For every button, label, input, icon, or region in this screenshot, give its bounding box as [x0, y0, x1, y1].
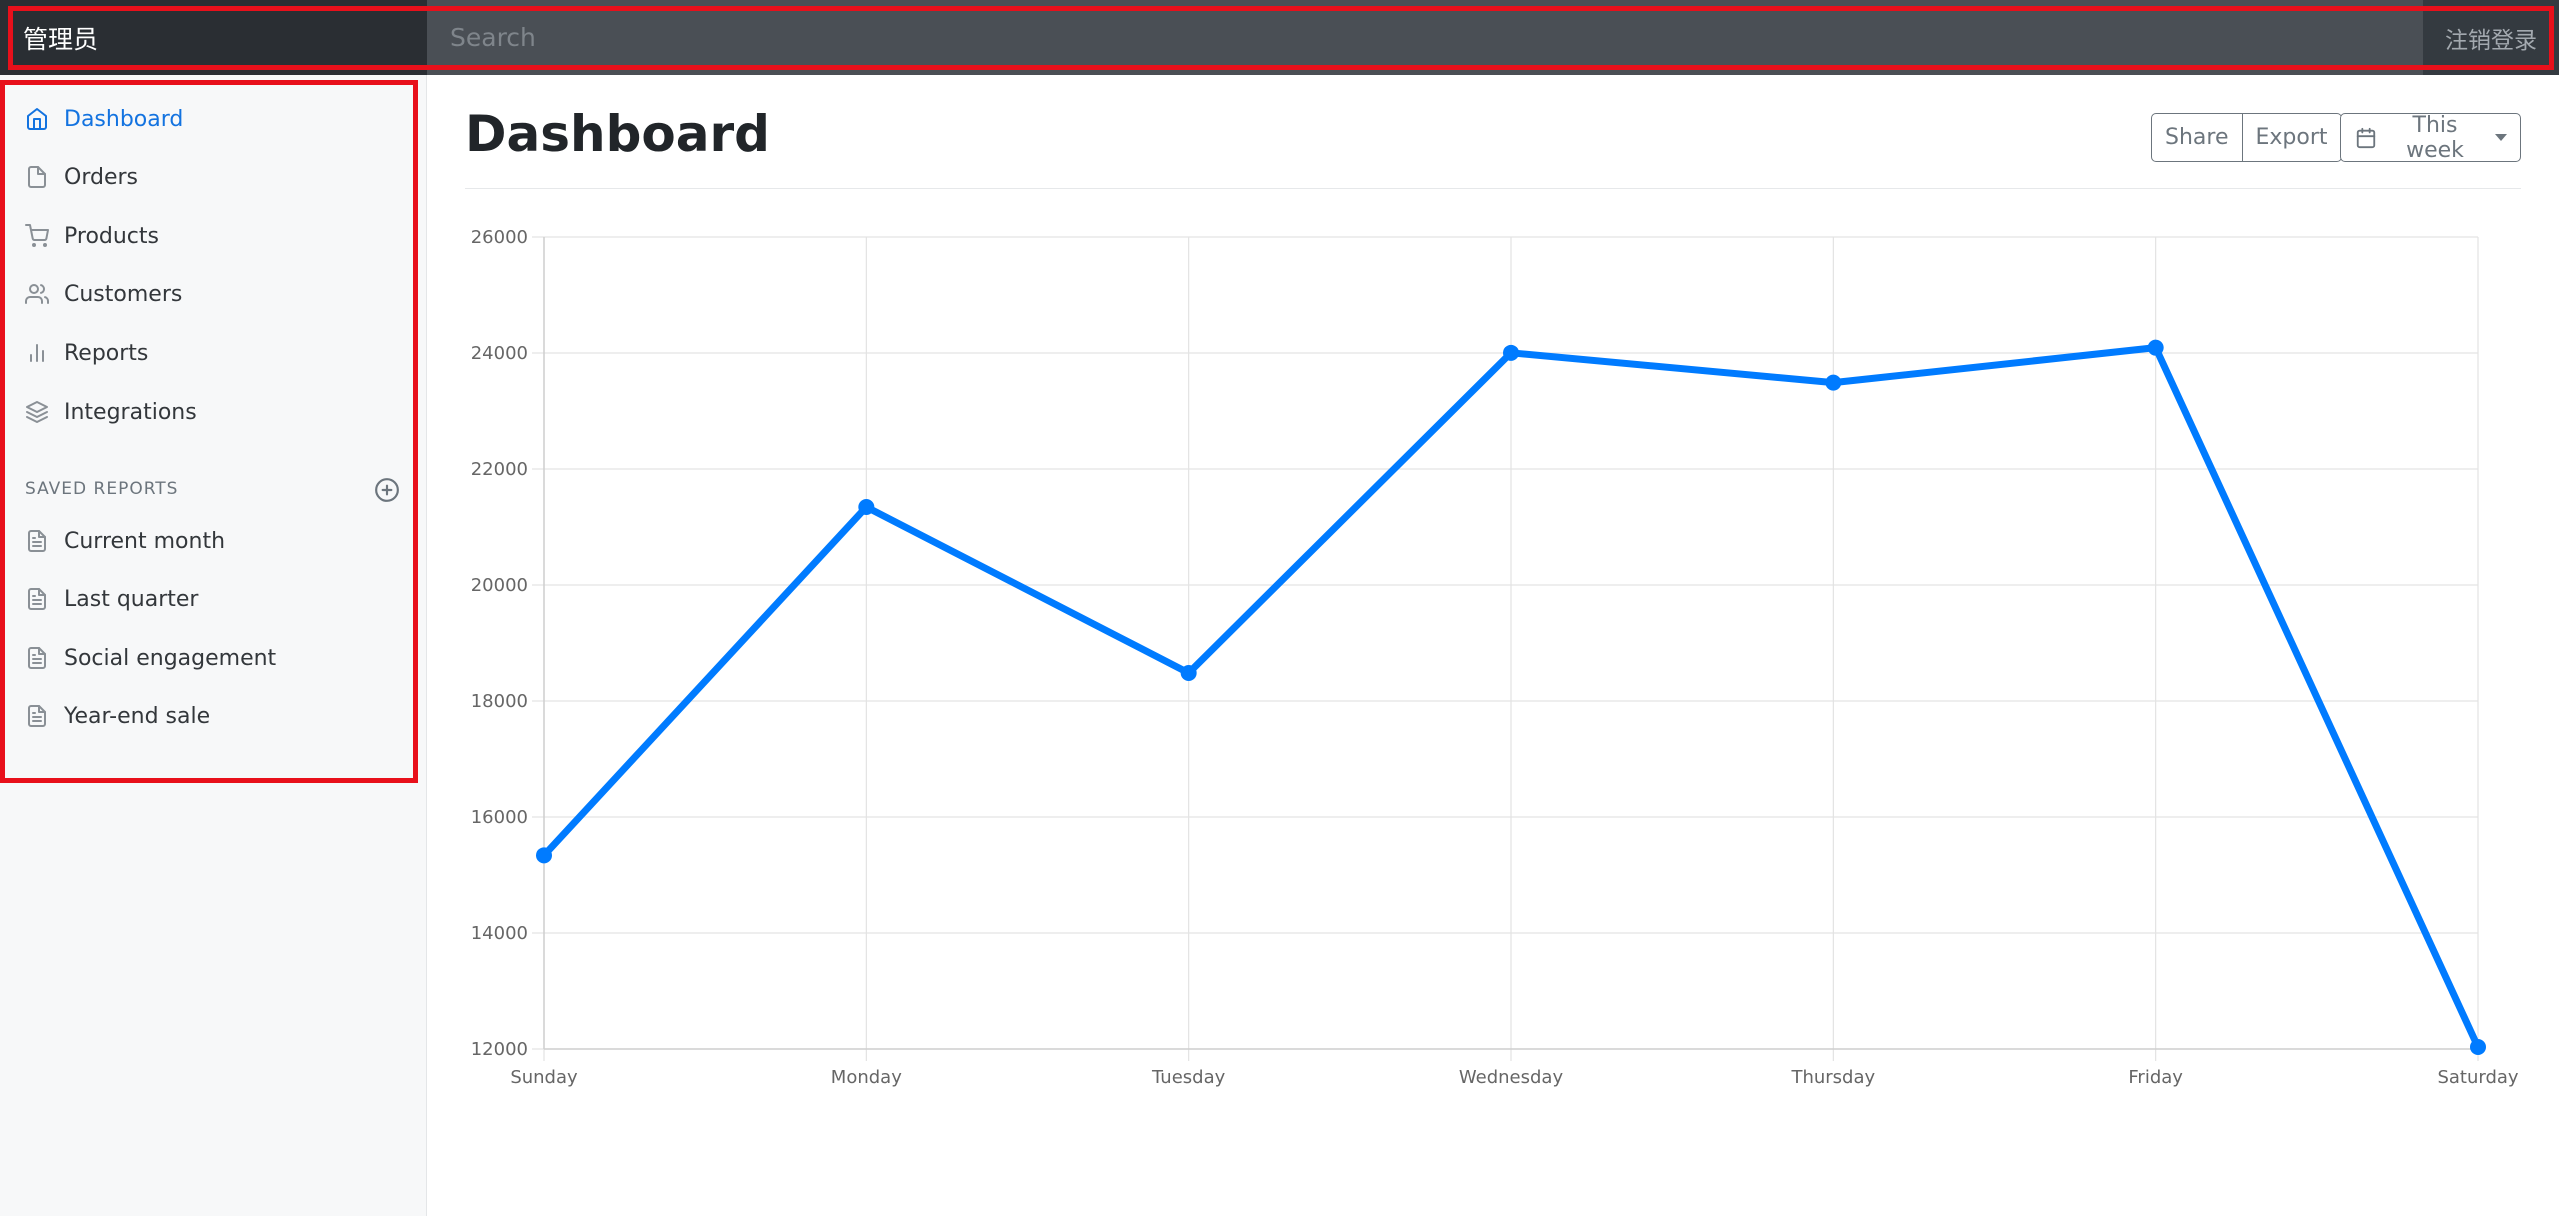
y-tick-label: 26000: [471, 227, 528, 248]
x-tick-label: Saturday: [2437, 1067, 2518, 1088]
sidebar-item-label: Reports: [64, 340, 149, 366]
page-title: Dashboard: [465, 105, 770, 163]
calendar-icon: [2355, 127, 2377, 149]
signout-link[interactable]: 注销登录: [2445, 27, 2537, 54]
shopping-cart-icon: [24, 223, 50, 249]
users-icon: [24, 281, 50, 307]
title-divider: [465, 188, 2521, 189]
saved-reports-heading: SAVED REPORTS: [25, 479, 179, 499]
layers-icon: [24, 399, 50, 425]
file-text-icon: [24, 586, 50, 612]
data-point: [536, 847, 552, 864]
sidebar-item-dashboard[interactable]: Dashboard: [24, 99, 183, 139]
top-navbar: 管理员 注销登录: [0, 0, 2559, 75]
sidebar-item-label: Products: [64, 223, 159, 249]
saved-report-label: Social engagement: [64, 645, 277, 671]
sidebar-item-integrations[interactable]: Integrations: [24, 392, 197, 432]
y-tick-label: 20000: [471, 575, 528, 596]
file-icon: [24, 164, 50, 190]
saved-report-label: Current month: [64, 528, 226, 554]
y-tick-label: 12000: [471, 1039, 528, 1060]
data-point: [858, 498, 875, 515]
brand-name[interactable]: 管理员: [0, 0, 427, 75]
bar-chart-icon: [24, 340, 50, 366]
saved-report-year-end-sale[interactable]: Year-end sale: [24, 696, 210, 736]
caret-down-icon: [2495, 134, 2507, 141]
y-tick-label: 18000: [471, 691, 528, 712]
data-point: [2470, 1039, 2486, 1056]
saved-report-label: Last quarter: [64, 586, 199, 612]
sidebar-item-label: Dashboard: [64, 106, 184, 132]
file-text-icon: [24, 703, 50, 729]
y-tick-label: 14000: [471, 923, 528, 944]
y-tick-label: 24000: [471, 343, 528, 364]
line-chart: 12000 14000 16000 18000 20000 22000 24000 26000…: [471, 227, 2519, 1088]
saved-report-social-engagement[interactable]: Social engagement: [24, 638, 276, 678]
sidebar-item-orders[interactable]: Orders: [24, 157, 138, 197]
sidebar-item-label: Integrations: [64, 399, 197, 425]
share-export-group: Share Export: [2151, 113, 2342, 162]
data-point: [1503, 344, 1519, 361]
y-tick-label: 16000: [471, 807, 528, 828]
sidebar-item-products[interactable]: Products: [24, 216, 159, 256]
x-tick-label: Wednesday: [1459, 1067, 1564, 1088]
share-button[interactable]: Share: [2151, 113, 2243, 162]
period-dropdown-button[interactable]: This week: [2340, 112, 2521, 163]
saved-report-label: Year-end sale: [64, 703, 211, 729]
x-tick-label: Monday: [831, 1067, 902, 1088]
x-tick-label: Sunday: [510, 1067, 578, 1088]
sidebar: Dashboard Orders Products Customers Repo…: [0, 75, 427, 1216]
sidebar-item-label: Orders: [64, 164, 138, 190]
saved-report-last-quarter[interactable]: Last quarter: [24, 579, 198, 619]
x-tick-label: Tuesday: [1151, 1067, 1226, 1088]
period-label: This week: [2406, 112, 2464, 163]
data-point: [1180, 664, 1197, 681]
data-point: [1825, 374, 1842, 391]
y-tick-label: 22000: [471, 459, 528, 480]
file-text-icon: [24, 528, 50, 554]
file-text-icon: [24, 645, 50, 671]
saved-report-current-month[interactable]: Current month: [24, 521, 225, 561]
search-input[interactable]: [427, 0, 2423, 75]
add-report-icon[interactable]: [374, 477, 400, 503]
export-button[interactable]: Export: [2242, 113, 2342, 162]
x-tick-label: Thursday: [1790, 1067, 1875, 1088]
sidebar-item-customers[interactable]: Customers: [24, 274, 182, 314]
home-icon: [24, 106, 50, 132]
sidebar-item-label: Customers: [64, 281, 183, 307]
x-tick-label: Friday: [2128, 1067, 2183, 1088]
data-point: [2147, 339, 2164, 356]
sidebar-item-reports[interactable]: Reports: [24, 333, 148, 373]
